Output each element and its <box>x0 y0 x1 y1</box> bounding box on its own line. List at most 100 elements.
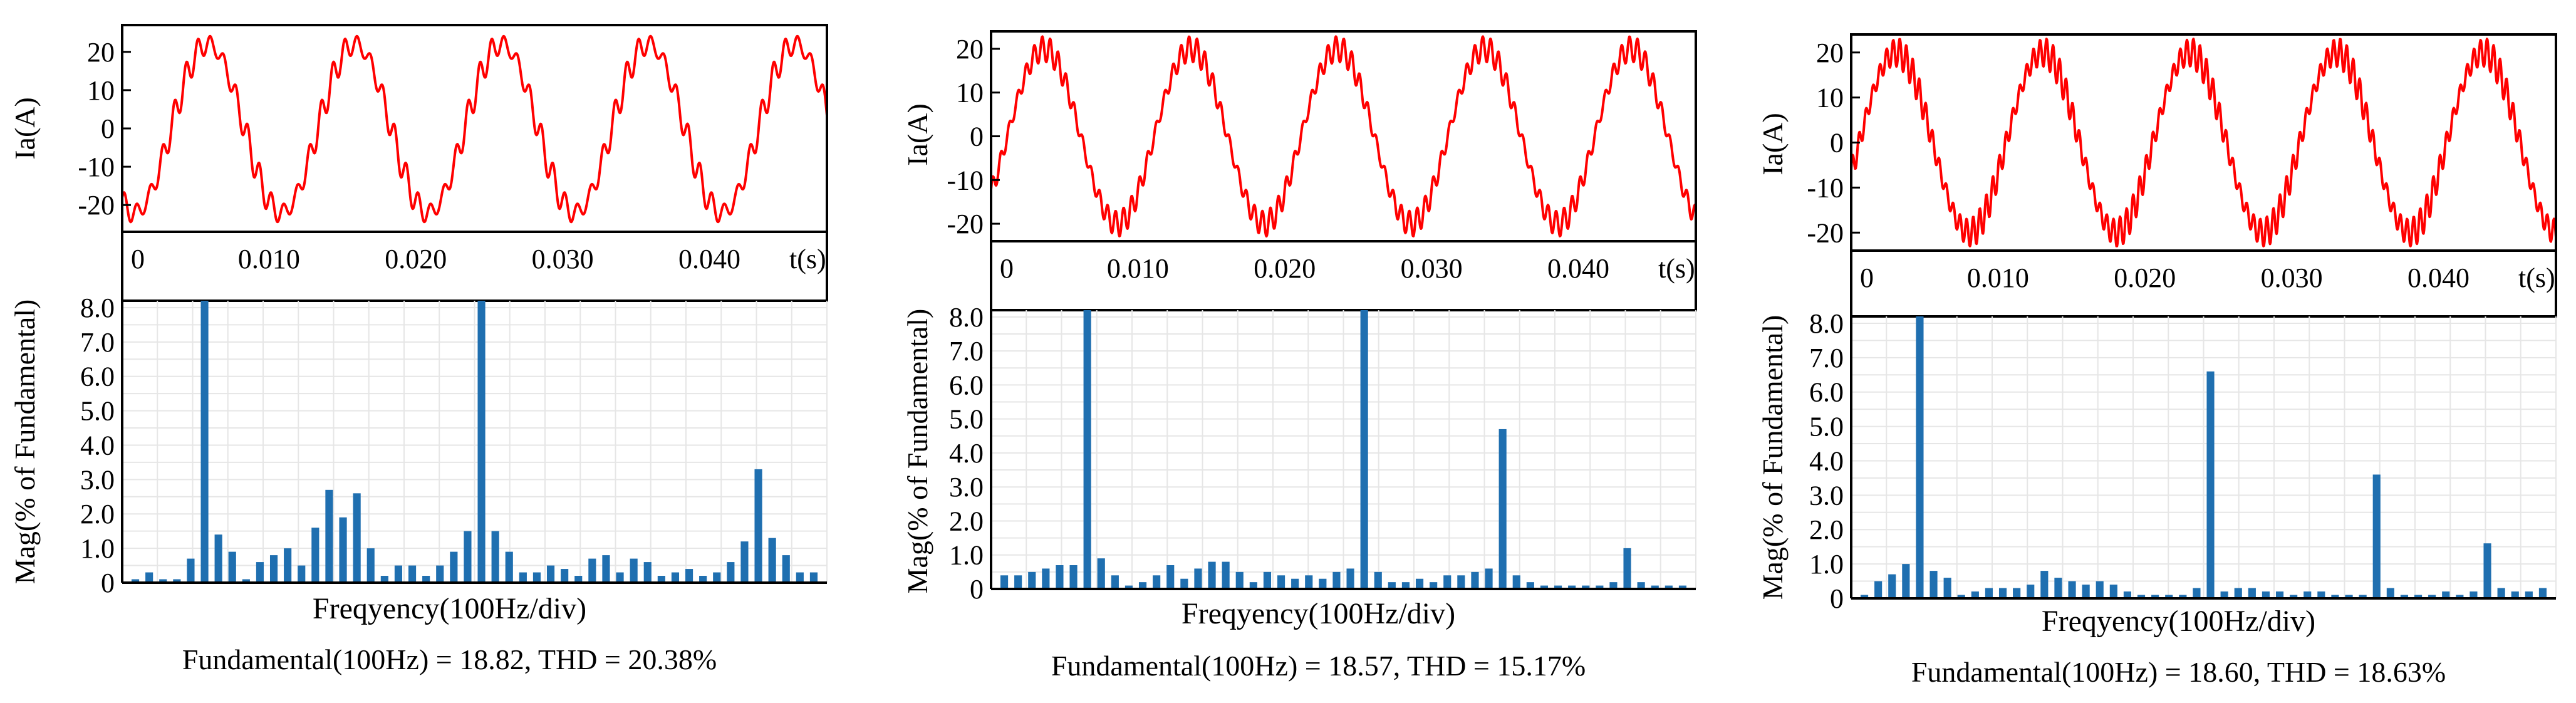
left-harmonic-bar <box>159 579 167 583</box>
right-harmonic-bar <box>2428 595 2436 598</box>
left-harmonic-bar <box>228 551 236 583</box>
left-harmonic-bar <box>339 517 347 583</box>
left-thd-caption: Fundamental(100Hz) = 18.82, THD = 20.38% <box>182 643 717 675</box>
left-harmonic-bar <box>532 572 541 583</box>
left-harmonic-bar <box>200 301 209 583</box>
right-mag-tick-label: 5.0 <box>1809 412 1844 442</box>
right-harmonic-bar <box>1985 588 1993 598</box>
left-ia-tick-label: 10 <box>87 75 115 106</box>
middle-harmonic-bar <box>1457 575 1465 589</box>
middle-waveform-chart: 20 10 0 -10 -20 0 0.010 0.020 0.030 0.040 t(s) Ia(A… <box>901 30 1697 311</box>
middle-harmonic-bar <box>1596 585 1604 589</box>
left-ia-tick-label: 20 <box>87 37 115 68</box>
middle-ia-tick-label: -20 <box>947 209 984 239</box>
left-harmonic-bar <box>380 576 388 583</box>
right-ia-tick-label: -10 <box>1807 172 1844 203</box>
left-harmonic-bar <box>519 572 527 583</box>
right-harmonic-bar <box>2511 591 2519 598</box>
middle-ia-tick-label: 0 <box>970 122 984 152</box>
middle-time-tick-label: 0.040 <box>1547 253 1609 284</box>
middle-harmonic-bar <box>1291 578 1299 589</box>
left-frequency-axis-label: Freqyency(100Hz/div) <box>313 592 586 625</box>
left-spectrum-chart: 8.0 7.0 6.0 5.04.03.0 2.0 1.0 0 Mag(% of Fundam… <box>9 293 828 675</box>
middle-mag-tick-label: 8.0 <box>949 302 984 333</box>
middle-harmonic-bar <box>1374 571 1382 589</box>
right-harmonic-bar <box>2206 371 2215 598</box>
right-harmonic-bar <box>1888 574 1896 598</box>
left-time-unit-label: t(s) <box>789 244 826 274</box>
middle-harmonic-bar <box>1388 582 1396 589</box>
right-harmonic-bar <box>2317 591 2325 598</box>
right-ia-tick-label: 20 <box>1816 38 1844 68</box>
middle-harmonic-bar <box>1498 429 1507 589</box>
middle-mag-tick-label: 3.0 <box>949 472 984 503</box>
left-harmonic-bar <box>422 576 430 583</box>
right-mag-tick-label: 0 <box>1830 583 1844 614</box>
left-harmonic-bar <box>242 579 250 583</box>
middle-harmonic-bar <box>1665 585 1673 589</box>
left-ia-axis-label: Ia(A) <box>9 97 41 160</box>
middle-spectrum-chart: 8.07.06.0 5.04.03.02.0 1.00 Mag(% of Fundam… <box>901 302 1696 682</box>
middle-panel: 20 10 0 -10 -20 0 0.010 0.020 0.030 0.040 t(s) Ia(A… <box>901 30 1697 682</box>
right-harmonic-bar <box>2248 588 2256 598</box>
middle-harmonic-bar <box>1651 585 1659 589</box>
right-harmonic-bar <box>2137 595 2146 598</box>
left-harmonic-bar <box>408 565 417 583</box>
middle-current-trace <box>990 35 1697 238</box>
left-harmonic-bar <box>630 558 638 583</box>
middle-mag-tick-label: 4.0 <box>949 438 984 469</box>
right-spectrum-chart: 8.0 7.0 6.0 5.04.0 3.02.0 1.00 Mag(% of Fundam… <box>1757 308 2557 688</box>
left-harmonic-bar <box>782 555 790 583</box>
middle-harmonic-bar <box>1526 582 1534 589</box>
middle-harmonic-bar <box>1360 310 1368 589</box>
middle-harmonic-bar <box>1263 571 1272 589</box>
middle-harmonic-bar <box>1000 575 1009 589</box>
right-harmonic-bar <box>1860 595 1869 598</box>
right-current-trace <box>1850 38 2557 247</box>
left-harmonic-bar <box>740 541 749 583</box>
middle-harmonic-bar <box>1485 568 1493 589</box>
right-waveform-frame <box>1850 33 2557 252</box>
left-harmonic-bar <box>713 572 721 583</box>
middle-time-tick-label: 0.030 <box>1401 253 1463 284</box>
right-harmonic-bar <box>2359 595 2367 598</box>
right-harmonic-bar <box>2040 571 2049 598</box>
middle-harmonic-bar <box>1042 568 1050 589</box>
right-harmonic-bar <box>2151 595 2159 598</box>
right-harmonic-bar <box>2456 595 2464 598</box>
left-harmonic-bar <box>727 562 735 583</box>
left-harmonic-bar <box>809 572 818 583</box>
right-harmonic-bar <box>2234 588 2242 598</box>
left-time-tick-label: 0.030 <box>532 244 594 274</box>
middle-harmonic-bar <box>1249 582 1257 589</box>
right-harmonic-bar <box>2290 595 2298 598</box>
left-time-tick-label: 0.040 <box>678 244 740 274</box>
left-harmonic-bar <box>284 548 292 583</box>
right-harmonic-bar <box>2303 591 2312 598</box>
middle-harmonic-bar <box>1305 575 1313 589</box>
right-harmonic-bar <box>1971 591 1979 598</box>
left-mag-tick-label: 2.0 <box>80 499 115 529</box>
right-harmonic-bar <box>2400 595 2409 598</box>
right-ia-axis-label: Ia(A) <box>1757 113 1789 175</box>
right-mag-tick-label: 6.0 <box>1809 377 1844 408</box>
left-time-tick-label: 0.020 <box>385 244 447 274</box>
middle-time-tick-label: 0.020 <box>1254 253 1316 284</box>
left-harmonic-bar <box>173 579 181 583</box>
left-harmonic-bar <box>450 551 458 583</box>
left-mag-tick-label: 4.0 <box>80 430 115 461</box>
right-harmonic-bar <box>2372 474 2381 598</box>
middle-harmonic-bar <box>1568 585 1576 589</box>
left-mag-tick-label: 1.0 <box>80 533 115 564</box>
right-harmonic-bar <box>1943 578 1951 598</box>
middle-frequency-axis-label: Freqyency(100Hz/div) <box>1182 597 1455 630</box>
right-time-tick-label: 0.030 <box>2261 263 2323 293</box>
middle-time-tick-label: 0.010 <box>1107 253 1169 284</box>
right-harmonic-bar <box>2027 585 2035 598</box>
left-harmonic-bar <box>353 493 361 583</box>
right-harmonic-bar <box>2470 591 2478 598</box>
right-harmonic-bar <box>1916 316 1924 598</box>
right-time-tick-label: 0.010 <box>1967 263 2029 293</box>
left-ia-tick-label: -20 <box>78 190 115 221</box>
